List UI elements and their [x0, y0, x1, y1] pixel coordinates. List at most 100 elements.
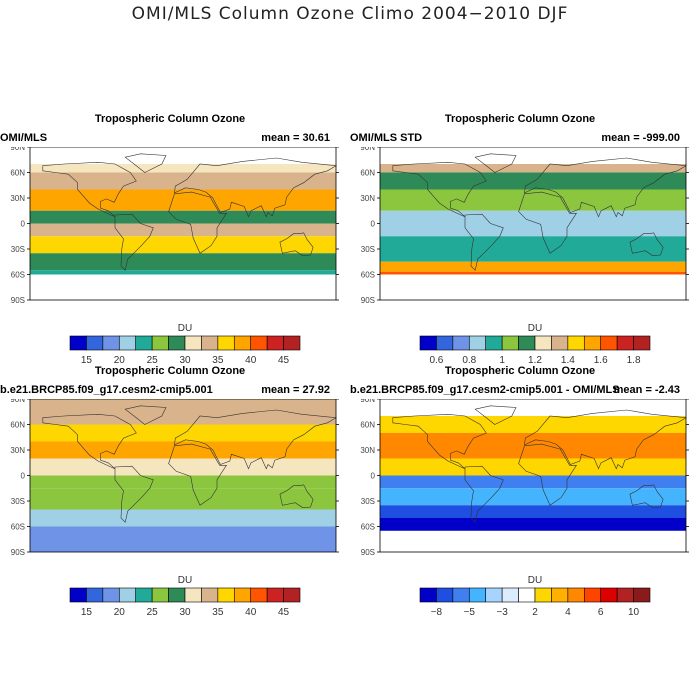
lat-tick-label: 60N	[10, 169, 25, 178]
lat-tick-label: 30S	[361, 497, 375, 506]
coastline	[392, 413, 487, 469]
colorbar-swatch	[419, 587, 437, 603]
colorbar-swatch	[102, 335, 120, 351]
coastline	[464, 465, 504, 523]
lat-tick-label: 60S	[361, 271, 375, 280]
coastline	[114, 213, 154, 271]
colorbar-swatch	[217, 335, 235, 351]
lat-tick-label: 90N	[10, 147, 25, 152]
colorbar-swatch	[184, 335, 202, 351]
map-svg: 90N 60N 30N 0 30S 60S 90S	[10, 143, 339, 305]
lat-tick-label: 30S	[11, 497, 25, 506]
colorbar-swatch	[69, 587, 87, 603]
colorbar-tick-label: 20	[114, 355, 126, 366]
colorbar-swatch	[501, 587, 519, 603]
colorbar-swatch	[118, 587, 137, 603]
colorbar-swatch	[118, 335, 137, 351]
colorbar-swatch	[168, 335, 186, 351]
colorbar-svg: DU 15 20 25 30 35 40 45	[69, 575, 301, 618]
panel-title: Tropospheric Column Ozone	[94, 113, 246, 125]
colorbar-swatch	[583, 335, 602, 351]
colorbar-swatch	[583, 587, 602, 603]
colorbar-swatch	[616, 587, 634, 603]
colorbar-tick-label: 1.8	[627, 355, 641, 366]
lat-tick-label: 90N	[360, 147, 375, 152]
zonal-band	[380, 505, 686, 518]
colorbar-unit-label: DU	[178, 575, 192, 586]
colorbar-swatch	[135, 587, 153, 603]
lat-tick-label: 0	[21, 220, 26, 229]
colorbar: DU 0.6 0.8 1 1.2 1.4 1.6 1.8	[350, 320, 690, 380]
lat-tick-label: 30N	[10, 194, 25, 203]
colorbar: DU 15 20 25 30 35 40 45	[0, 320, 340, 380]
zonal-band	[380, 416, 686, 433]
colorbar-swatch	[600, 587, 618, 603]
lat-tick-label: 30N	[360, 446, 375, 455]
colorbar-swatch	[184, 587, 202, 603]
zonal-band	[30, 458, 336, 476]
colorbar-swatch	[151, 335, 169, 351]
colorbar: DU −8 −5 −3 2 4 6 10	[350, 572, 690, 632]
colorbar-swatch	[69, 335, 87, 351]
coastline	[174, 157, 337, 218]
coastline	[279, 484, 314, 509]
lat-tick-label: 60N	[360, 169, 375, 178]
coastline	[168, 443, 227, 506]
colorbar-svg: DU −8 −5 −3 2 4 6 10	[419, 575, 651, 618]
colorbar-swatch	[485, 335, 503, 351]
zonal-band	[30, 223, 336, 237]
colorbar-tick-label: 6	[598, 607, 604, 618]
zonal-band	[30, 488, 336, 510]
panel-omi-mls: Tropospheric Column Ozone OMI/MLS mean =…	[0, 113, 340, 383]
zonal-band	[380, 172, 686, 190]
colorbar-swatch	[551, 587, 569, 603]
colorbar-tick-label: 1.2	[528, 355, 542, 366]
lat-tick-label: 60N	[10, 421, 25, 430]
coastline	[518, 443, 577, 506]
panel-model-minus-obs: Tropospheric Column Ozone b.e21.BRCP85.f…	[350, 365, 690, 635]
lat-tick-label: 90S	[11, 296, 25, 305]
panel-omi-mls-std: Tropospheric Column Ozone OMI/MLS STD me…	[350, 113, 690, 383]
colorbar-swatch	[436, 335, 454, 351]
coastline	[174, 409, 337, 470]
colorbar-swatch	[201, 587, 219, 603]
lat-tick-label: 0	[21, 472, 26, 481]
map-plot: 90N 60N 30N 0 30S 60S 90S	[350, 143, 690, 317]
colorbar-swatch	[518, 335, 536, 351]
map-svg: 90N 60N 30N 0 30S 60S 90S	[10, 395, 339, 557]
zonal-band	[380, 458, 686, 476]
lat-tick-label: 60S	[11, 523, 25, 532]
lat-tick-label: 90S	[361, 296, 375, 305]
colorbar-tick-label: −3	[496, 607, 508, 618]
colorbar-swatch	[151, 587, 169, 603]
colorbar-tick-label: 1	[499, 355, 505, 366]
map-plot: 90N 60N 30N 0 30S 60S 90S	[0, 143, 340, 317]
map-plot: 90N 60N 30N 0 30S 60S 90S	[350, 395, 690, 569]
coastline	[42, 161, 137, 217]
panel-dataset-label: b.e21.BRCP85.f09_g17.cesm2-cmip5.001	[0, 384, 213, 396]
zonal-band	[30, 236, 336, 254]
colorbar-tick-label: −8	[431, 607, 443, 618]
zonal-band	[380, 518, 686, 531]
panel-dataset-label: OMI/MLS STD	[350, 132, 423, 144]
zonal-band	[30, 189, 336, 211]
colorbar-swatch	[168, 587, 186, 603]
zonal-band	[30, 475, 336, 489]
colorbar-tick-label: 2	[532, 607, 538, 618]
zonal-band	[30, 399, 336, 425]
colorbar-tick-label: 0.8	[462, 355, 476, 366]
lat-tick-label: 60S	[11, 271, 25, 280]
zonal-band	[30, 270, 336, 275]
colorbar-swatch	[468, 587, 487, 603]
zonal-band	[30, 253, 336, 271]
coastline	[392, 161, 487, 217]
colorbar-swatch	[283, 335, 301, 351]
colorbar: DU 15 20 25 30 35 40 45	[0, 572, 340, 632]
zonal-band	[30, 164, 336, 173]
colorbar-swatch	[485, 587, 503, 603]
colorbar-swatch	[86, 587, 104, 603]
colorbar-tick-label: 15	[81, 355, 93, 366]
lat-tick-label: 90N	[10, 399, 25, 404]
panel-title: Tropospheric Column Ozone	[444, 365, 596, 377]
colorbar-tick-label: 1.6	[594, 355, 608, 366]
